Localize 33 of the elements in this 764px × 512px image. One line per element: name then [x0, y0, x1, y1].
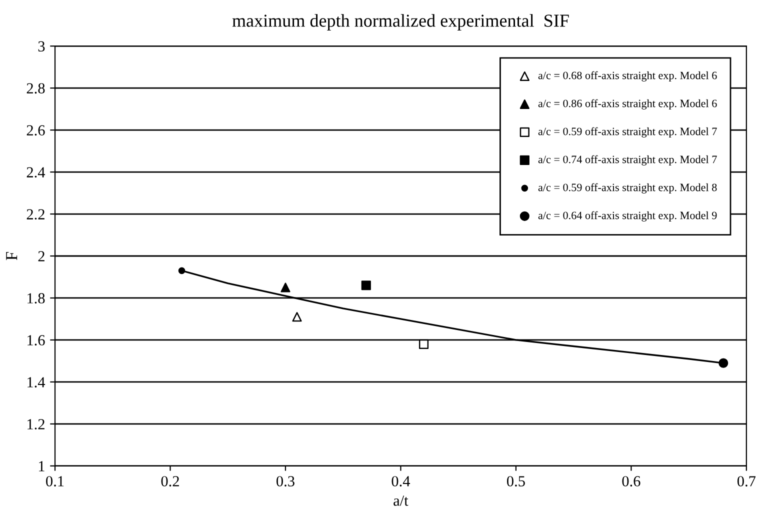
- legend-label: a/c = 0.64 off-axis straight exp. Model 9: [538, 211, 717, 222]
- x-tick-label: 0.4: [392, 476, 410, 486]
- legend-label: a/c = 0.74 off-axis straight exp. Model 7: [538, 155, 717, 166]
- chart-title: maximum depth normalized experimental SIF: [232, 14, 569, 30]
- y-tick-label: 2.4: [26, 167, 46, 178]
- y-tick-label: 3: [38, 41, 45, 52]
- y-tick-label: 2.8: [26, 83, 45, 94]
- x-tick-label: 0.5: [506, 476, 525, 486]
- y-tick-label: 2.6: [26, 125, 45, 136]
- y-tick-label: 2: [38, 251, 44, 262]
- legend-label: a/c = 0.59 off-axis straight exp. Model 8: [538, 183, 717, 194]
- point: [178, 267, 186, 274]
- legend-label: a/c = 0.86 off-axis straight exp. Model 6: [538, 99, 717, 110]
- x-tick-label: 0.3: [276, 476, 294, 486]
- x-tick-label: 0.1: [46, 476, 64, 486]
- y-axis-title: F: [6, 252, 18, 260]
- x-tick-label: 0.2: [161, 476, 179, 486]
- x-axis-title: a/t: [394, 496, 408, 506]
- point: [292, 312, 302, 322]
- y-tick-label: 1.2: [28, 419, 44, 430]
- y-tick-label: 1.6: [28, 335, 45, 346]
- x-tick-label: 0.7: [737, 476, 756, 486]
- point: [718, 358, 728, 368]
- y-tick-label: 1.8: [28, 293, 45, 304]
- legend-label: a/c = 0.68 off-axis straight exp. Model 6: [538, 71, 717, 82]
- point: [361, 280, 371, 290]
- point: [418, 339, 429, 349]
- legend-label: a/c = 0.59 off-axis straight exp. Model 7: [538, 127, 717, 138]
- y-tick-label: 1.4: [28, 377, 46, 388]
- y-tick-label: 2.2: [26, 209, 44, 220]
- point: [280, 282, 290, 292]
- x-tick-label: 0.6: [622, 476, 640, 486]
- y-tick-label: 1: [38, 461, 44, 472]
